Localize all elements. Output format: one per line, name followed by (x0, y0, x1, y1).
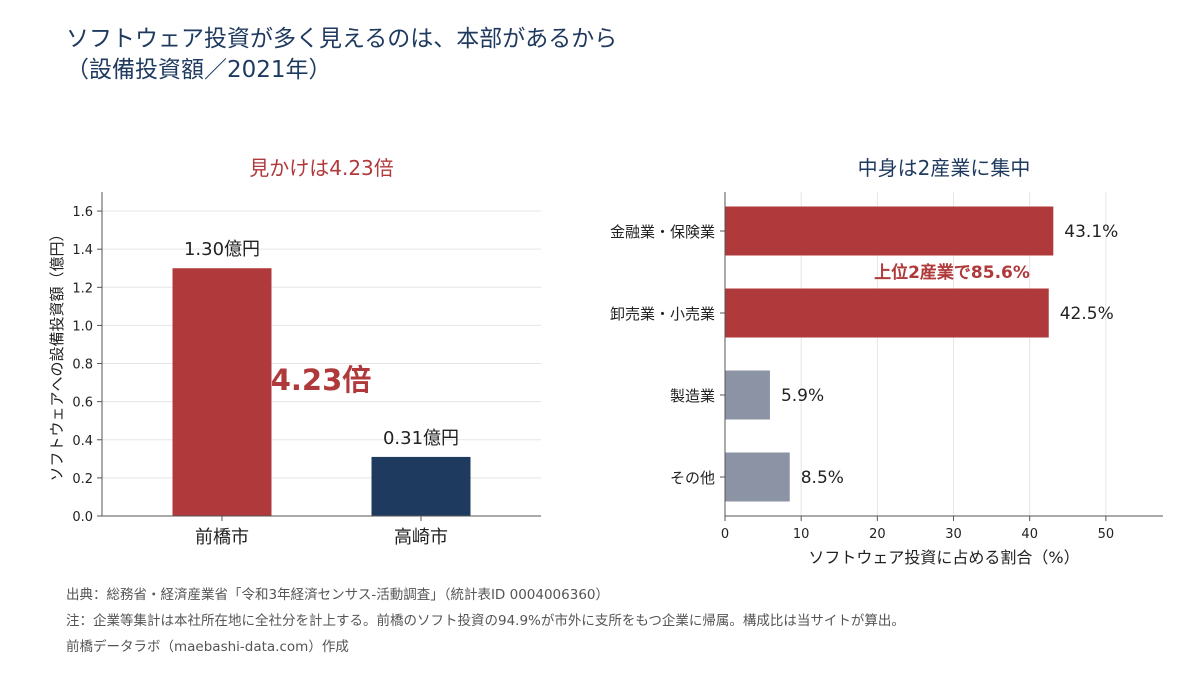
y-tick-label: 1.0 (72, 319, 93, 334)
y-tick-label: 0.4 (72, 434, 93, 449)
x-tick-label: 20 (869, 527, 886, 542)
y-axis-label: ソフトウェアへの設備投資額（億円） (48, 226, 66, 481)
footer-source: 出典：総務省・経済産業省「令和3年経済センサス-活動調査」（統計表ID 0004… (66, 587, 609, 603)
hbar-0 (725, 206, 1054, 256)
x-tick-label: 前橋市 (195, 527, 249, 548)
y-tick-label: 1.2 (72, 281, 93, 296)
top2-annotation: 上位2産業で85.6% (874, 262, 1030, 283)
page-title: ソフトウェア投資が多く見えるのは、本部があるから （設備投資額／2021年） (66, 24, 617, 86)
x-tick-label: 50 (1098, 527, 1115, 542)
hbar-value-label: 42.5% (1060, 304, 1114, 324)
left-chart-title: 見かけは4.23倍 (249, 156, 394, 180)
footer: 出典：総務省・経済産業省「令和3年経済センサス-活動調査」（統計表ID 0004… (66, 582, 905, 660)
y-tick-label: 製造業 (670, 387, 715, 405)
hbar-value-label: 8.5% (801, 468, 844, 488)
x-axis-label: ソフトウェア投資に占める割合（%） (808, 548, 1079, 567)
left-bar-chart: 見かけは4.23倍 0.0 0.2 0.4 0.6 0.8 1.0 1.2 1.4 1.6 1.30… (48, 156, 541, 548)
hbar-3 (725, 452, 790, 502)
x-tick-label: 30 (945, 527, 962, 542)
hbar-2 (725, 370, 770, 420)
y-tick-label: 金融業・保険業 (610, 223, 715, 241)
bar-value-label: 0.31億円 (383, 428, 459, 449)
y-tick-label: 卸売業・小売業 (610, 305, 715, 323)
footer-note: 注：企業等集計は本社所在地に全社分を計上する。前橋のソフト投資の94.9%が市外… (66, 613, 905, 629)
right-bar-chart: 中身は2産業に集中 0 10 20 30 40 50 43.1% 金融業・保険業 42.5% 卸売業… (610, 156, 1163, 567)
x-tick-label: 10 (793, 527, 810, 542)
page-title-line1: ソフトウェア投資が多く見えるのは、本部があるから (66, 26, 618, 52)
right-chart-title: 中身は2産業に集中 (858, 156, 1031, 180)
x-tick-label: 40 (1021, 527, 1038, 542)
bar-value-label: 1.30億円 (184, 239, 260, 260)
y-tick-label: 0.2 (72, 472, 93, 487)
ratio-annotation: 4.23倍 (271, 363, 372, 397)
hbar-1 (725, 288, 1049, 338)
x-tick-label: 0 (721, 527, 729, 542)
bar-1 (371, 456, 471, 516)
y-tick-label: 1.4 (72, 243, 93, 258)
bar-0 (172, 268, 272, 516)
hbar-value-label: 5.9% (781, 386, 824, 406)
y-tick-label: 1.6 (72, 205, 93, 220)
y-tick-label: その他 (670, 469, 715, 487)
y-tick-label: 0.8 (72, 358, 93, 373)
x-tick-label: 高崎市 (394, 527, 448, 548)
hbar-value-label: 43.1% (1064, 222, 1118, 242)
footer-credit: 前橋データラボ（maebashi-data.com）作成 (66, 639, 349, 655)
y-tick-label: 0.6 (72, 396, 93, 411)
y-tick-label: 0.0 (72, 510, 93, 525)
page-title-line2: （設備投資額／2021年） (66, 57, 332, 83)
